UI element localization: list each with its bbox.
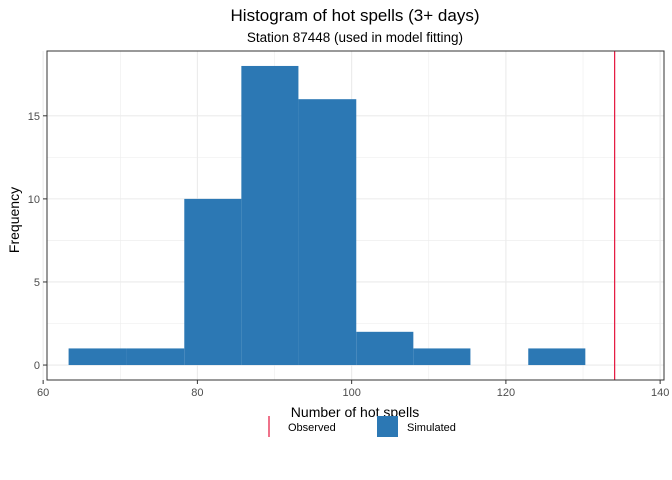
histogram-bar	[184, 198, 242, 366]
histogram-bar	[413, 348, 471, 366]
legend: Observed Simulated	[268, 416, 456, 437]
panel-border	[46, 50, 665, 381]
histogram-bar	[356, 331, 414, 366]
histogram-bar	[528, 348, 586, 366]
x-axis-title: Number of hot spells	[291, 404, 419, 420]
y-tick-label: 10	[28, 194, 40, 206]
legend-observed-label: Observed	[288, 422, 336, 434]
x-tick-label: 120	[497, 387, 515, 399]
x-tick-label: 100	[342, 387, 360, 399]
histogram-bars	[68, 65, 586, 366]
chart-title: Histogram of hot spells (3+ days)	[231, 6, 480, 25]
histogram-bar	[126, 348, 185, 366]
y-axis: 0 5 10 15	[28, 111, 47, 372]
y-axis-title: Frequency	[6, 187, 22, 253]
x-tick-label: 140	[651, 387, 669, 399]
x-tick-label: 80	[191, 387, 203, 399]
x-tick-label: 60	[37, 387, 49, 399]
legend-simulated-key	[377, 416, 398, 437]
histogram-bar	[68, 348, 127, 366]
plot-panel	[42, 50, 665, 381]
y-tick-label: 5	[34, 277, 40, 289]
y-tick-label: 15	[28, 111, 40, 123]
histogram-bar	[241, 65, 299, 366]
y-tick-label: 0	[34, 360, 40, 372]
histogram-bar	[298, 99, 357, 366]
legend-simulated-label: Simulated	[407, 422, 456, 434]
x-axis: 60 80 100 120 140	[37, 380, 669, 399]
chart-subtitle: Station 87448 (used in model fitting)	[247, 30, 463, 45]
